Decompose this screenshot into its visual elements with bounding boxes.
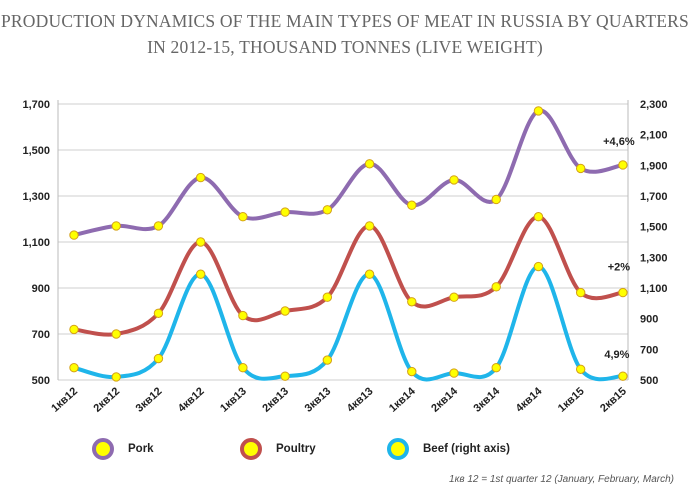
y-right-tick-label: 2,300 [640, 99, 668, 111]
x-tick-label: 4кв12 [176, 385, 207, 414]
annotation-label: +4,6% [603, 136, 635, 148]
data-point-pork [280, 207, 290, 217]
y-right-tick-label: 1,100 [640, 283, 668, 295]
x-tick-label: 1кв15 [556, 385, 587, 414]
data-point-beef [111, 372, 121, 382]
legend-item-pork: Pork [92, 438, 154, 460]
x-tick-label: 1кв13 [218, 385, 249, 414]
data-point-poultry [280, 306, 290, 316]
data-point-beef [449, 368, 459, 378]
data-point-beef [533, 261, 544, 272]
data-point-poultry [618, 287, 628, 298]
data-point-beef [69, 363, 79, 373]
y-left-tick-label: 500 [32, 375, 50, 387]
data-point-pork [407, 200, 417, 210]
footnote: 1кв 12 = 1st quarter 12 (January, Februa… [449, 474, 674, 485]
line-chart: 500 700 900 1,100 1,300 1,500 1,700 500 700 900 1,… [22, 99, 667, 415]
data-point-pork [195, 172, 206, 183]
data-point-poultry [533, 212, 544, 222]
data-point-pork [533, 106, 544, 116]
annotations: +4,6% +2% 4,9% [603, 136, 635, 361]
data-point-pork [618, 160, 628, 170]
y-right-tick-label: 1,300 [640, 252, 668, 264]
data-point-poultry [449, 292, 459, 302]
data-point-beef [153, 353, 164, 364]
x-tick-label: 2кв13 [260, 385, 291, 414]
x-tick-label: 3кв13 [303, 385, 334, 414]
y-left-tick-label: 1,700 [22, 99, 50, 111]
grid-lines [58, 103, 628, 381]
data-point-beef [491, 363, 501, 373]
data-point-pork [575, 163, 586, 174]
y-left-tick-label: 900 [32, 283, 50, 295]
legend-beef-label: Beef (right axis) [423, 443, 510, 455]
annotation-label: 4,9% [604, 349, 629, 361]
y-right-tick-label: 900 [640, 314, 658, 326]
x-tick-label: 2кв12 [91, 385, 122, 414]
x-tick-label: 3кв14 [471, 385, 502, 415]
data-point-poultry [153, 308, 164, 318]
data-point-poultry [575, 287, 586, 298]
data-point-beef [618, 371, 628, 381]
data-point-pork [238, 212, 248, 222]
legend-poultry-label: Poultry [276, 443, 316, 455]
data-point-poultry [364, 221, 375, 231]
data-point-beef [364, 269, 375, 279]
y-right-tick-label: 700 [640, 344, 658, 356]
data-point-pork [364, 159, 375, 169]
legend-item-beef: Beef (right axis) [387, 438, 510, 460]
y-right-tick-label: 1,900 [640, 160, 668, 172]
data-point-poultry [407, 297, 417, 307]
data-point-beef [280, 371, 290, 381]
data-point-pork [449, 175, 459, 185]
x-tick-label: 4кв13 [345, 385, 376, 414]
data-point-pork [69, 230, 79, 240]
series-lines [72, 108, 625, 382]
data-point-beef [195, 269, 206, 279]
legend-pork-marker [92, 438, 114, 460]
x-tick-label: 4кв14 [514, 385, 545, 415]
chart-title: PRODUCTION DYNAMICS OF THE MAIN TYPES OF… [1, 11, 689, 57]
data-point-poultry [195, 237, 206, 247]
y-right-tick-label: 500 [640, 375, 658, 387]
y-left-tick-label: 700 [32, 329, 50, 341]
y-right-tick-label: 1,500 [640, 222, 668, 234]
y-left-tick-label: 1,500 [22, 145, 50, 157]
legend-item-poultry: Poultry [240, 438, 316, 460]
data-point-poultry [491, 282, 501, 292]
x-tick-label: 1кв14 [387, 385, 418, 415]
data-point-beef [322, 355, 333, 365]
x-tick-label: 3кв12 [134, 385, 165, 414]
data-point-poultry [69, 324, 79, 335]
x-tick-label: 2кв15 [598, 385, 629, 414]
data-points [69, 106, 628, 382]
data-point-poultry [322, 292, 333, 302]
data-point-poultry [111, 329, 121, 339]
data-point-poultry [238, 310, 248, 321]
legend: Pork Poultry Beef (right axis) [0, 438, 690, 472]
legend-beef-marker [387, 438, 409, 460]
y-left-tick-label: 1,100 [22, 237, 50, 249]
data-point-beef [238, 363, 248, 373]
y-right-tick-label: 2,100 [640, 130, 668, 142]
data-point-pork [491, 194, 501, 205]
x-tick-label: 1кв12 [49, 385, 80, 414]
data-point-beef [407, 366, 417, 377]
data-point-pork [153, 221, 164, 231]
data-point-beef [575, 364, 586, 374]
x-tick-label: 2кв14 [429, 385, 460, 415]
legend-poultry-marker [240, 438, 262, 460]
data-point-pork [111, 221, 121, 231]
data-point-pork [322, 205, 333, 215]
annotation-label: +2% [608, 262, 631, 274]
axes: 500 700 900 1,100 1,300 1,500 1,700 500 700 900 1,… [22, 99, 667, 415]
y-right-tick-label: 1,700 [640, 191, 668, 203]
legend-pork-label: Pork [128, 443, 154, 455]
y-left-tick-label: 1,300 [22, 191, 50, 203]
